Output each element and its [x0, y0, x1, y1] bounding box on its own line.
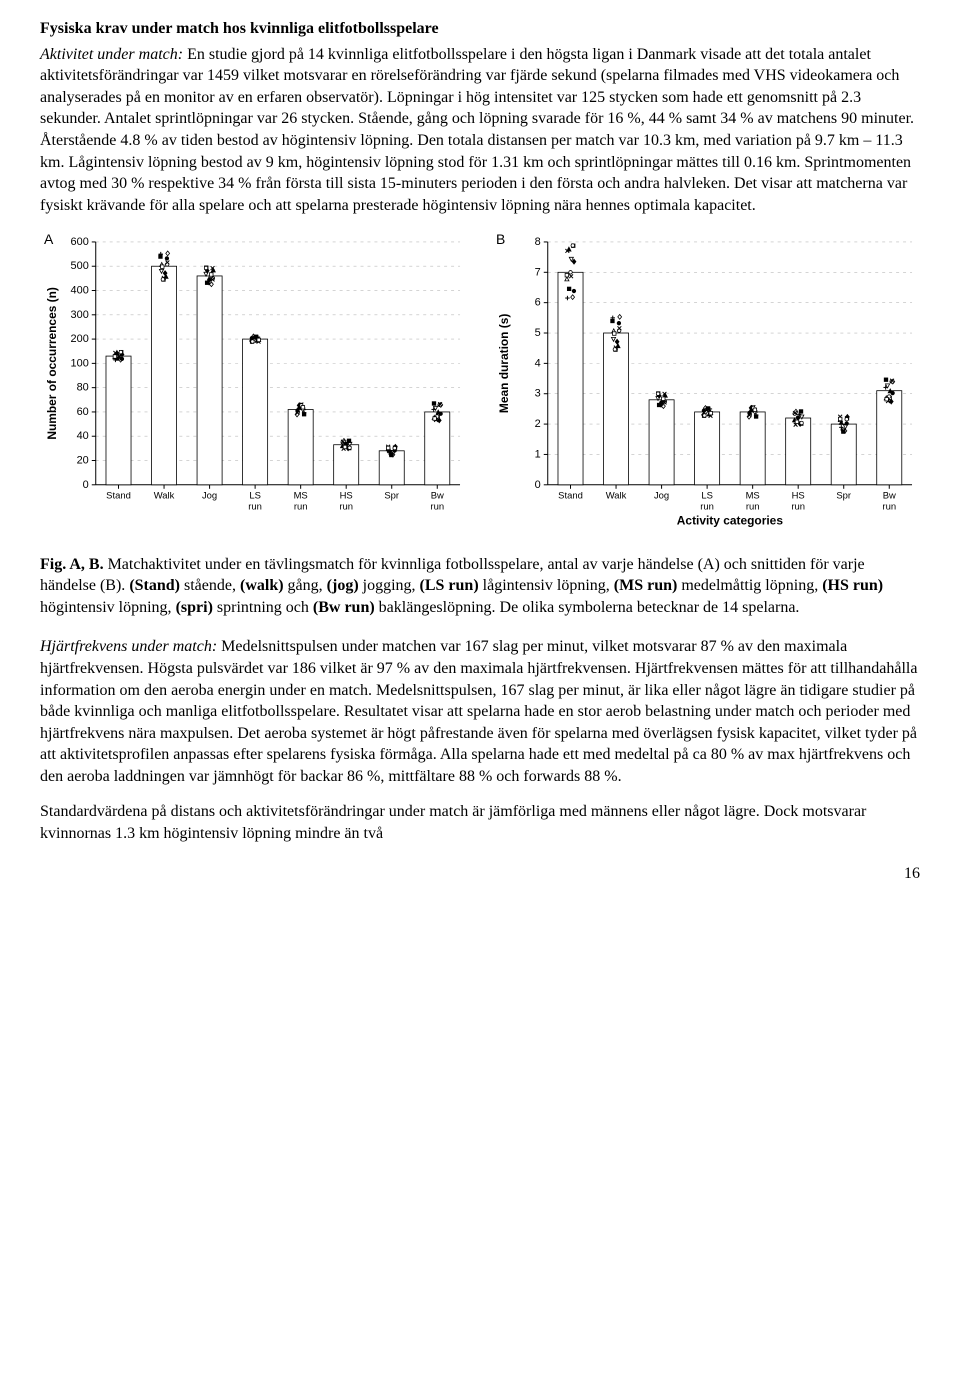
chart-a-svg: A 0 20 40 60 80 100 200 300 400 500 600 Number of oc… [40, 230, 468, 529]
section-heading: Fysiska krav under match hos kvinnliga e… [40, 18, 920, 40]
svg-text:6: 6 [535, 297, 541, 309]
svg-text:Stand: Stand [106, 491, 131, 502]
figcap-term: (HS run) [822, 577, 883, 594]
svg-text:run: run [746, 502, 760, 513]
figcap-term: (MS run) [614, 577, 678, 594]
para-body: En studie gjord på 14 kvinnliga elitfotb… [40, 46, 914, 214]
svg-text:A: A [44, 231, 54, 247]
para-lead-italic: Aktivitet under match: [40, 46, 183, 63]
svg-text:B: B [496, 231, 505, 247]
svg-text:LS: LS [249, 491, 261, 502]
svg-text:Bw: Bw [431, 491, 444, 502]
svg-text:2: 2 [535, 418, 541, 430]
svg-text:run: run [339, 502, 353, 513]
svg-text:100: 100 [71, 358, 89, 370]
figure-a: A 0 20 40 60 80 100 200 300 400 500 600 Number of oc… [40, 230, 468, 535]
svg-text:Jog: Jog [202, 491, 217, 502]
svg-text:HS: HS [340, 491, 353, 502]
figcap-term: (spri) [176, 599, 213, 616]
svg-text:run: run [248, 502, 262, 513]
svg-text:run: run [700, 502, 714, 513]
chart-b-svg: B 0 1 2 3 4 5 6 7 8 Mean duration (s) Stand Walk Jog L… [492, 230, 920, 529]
svg-text:500: 500 [71, 261, 89, 273]
svg-text:run: run [882, 502, 896, 513]
paragraph-standards: Standardvärdena på distans och aktivitet… [40, 801, 920, 844]
figcap-term-text: högintensiv löpning, [40, 599, 176, 616]
figure-row: A020406080100200300400500600Number of oc… [40, 230, 920, 535]
svg-text:run: run [294, 502, 308, 513]
svg-text:HS: HS [792, 491, 805, 502]
figcap-term-text: sprintning och [213, 599, 313, 616]
svg-text:0: 0 [83, 479, 89, 491]
para2-lead-italic: Hjärtfrekvens under match: [40, 638, 217, 655]
svg-text:7: 7 [535, 267, 541, 279]
svg-text:MS: MS [746, 491, 760, 502]
svg-text:Activity categories: Activity categories [677, 514, 784, 528]
paragraph-heartrate: Hjärtfrekvens under match: Medelsnittspu… [40, 636, 920, 787]
svg-text:80: 80 [77, 382, 89, 394]
para2-body: Medelsnittspulsen under matchen var 167 … [40, 638, 917, 785]
paragraph-activity: Aktivitet under match: En studie gjord p… [40, 44, 920, 217]
svg-text:Number of occurrences (n): Number of occurrences (n) [45, 287, 59, 440]
svg-text:Jog: Jog [654, 491, 669, 502]
page-number: 16 [40, 863, 920, 885]
svg-text:Spr: Spr [384, 491, 399, 502]
svg-text:40: 40 [77, 431, 89, 443]
svg-text:Walk: Walk [606, 491, 627, 502]
svg-text:1: 1 [535, 449, 541, 461]
svg-text:0: 0 [535, 479, 541, 491]
figure-caption: Fig. A, B. Matchaktivitet under en tävli… [40, 554, 920, 619]
figcap-term-text: gång, [284, 577, 327, 594]
svg-text:Walk: Walk [154, 491, 175, 502]
svg-text:4: 4 [535, 358, 541, 370]
svg-text:MS: MS [294, 491, 308, 502]
svg-text:400: 400 [71, 285, 89, 297]
svg-text:600: 600 [71, 236, 89, 248]
figcap-term-text: baklängeslöpning. De olika symbolerna be… [375, 599, 800, 616]
svg-text:200: 200 [71, 333, 89, 345]
figcap-term: (jog) [327, 577, 359, 594]
svg-text:Stand: Stand [558, 491, 583, 502]
svg-text:5: 5 [535, 327, 541, 339]
svg-text:run: run [430, 502, 444, 513]
svg-text:Mean duration (s): Mean duration (s) [497, 314, 511, 414]
figcap-term-text: lågintensiv löpning, [479, 577, 614, 594]
figcap-term: (walk) [240, 577, 284, 594]
figcap-term-text: jogging, [359, 577, 420, 594]
figcap-lead: Fig. A, B. [40, 556, 104, 573]
svg-text:60: 60 [77, 406, 89, 418]
svg-text:3: 3 [535, 388, 541, 400]
figcap-term: (Stand) [129, 577, 180, 594]
figcap-term-text: stående, [180, 577, 240, 594]
svg-text:Spr: Spr [836, 491, 851, 502]
svg-text:LS: LS [701, 491, 713, 502]
svg-text:Bw: Bw [883, 491, 896, 502]
svg-text:8: 8 [535, 236, 541, 248]
svg-text:300: 300 [71, 309, 89, 321]
svg-text:run: run [791, 502, 805, 513]
figcap-term-text: medelmåttig löpning, [677, 577, 822, 594]
figcap-term: (LS run) [420, 577, 479, 594]
figcap-term: (Bw run) [313, 599, 375, 616]
svg-text:20: 20 [77, 455, 89, 467]
figure-b: B 0 1 2 3 4 5 6 7 8 Mean duration (s) Stand Walk Jog L… [492, 230, 920, 535]
